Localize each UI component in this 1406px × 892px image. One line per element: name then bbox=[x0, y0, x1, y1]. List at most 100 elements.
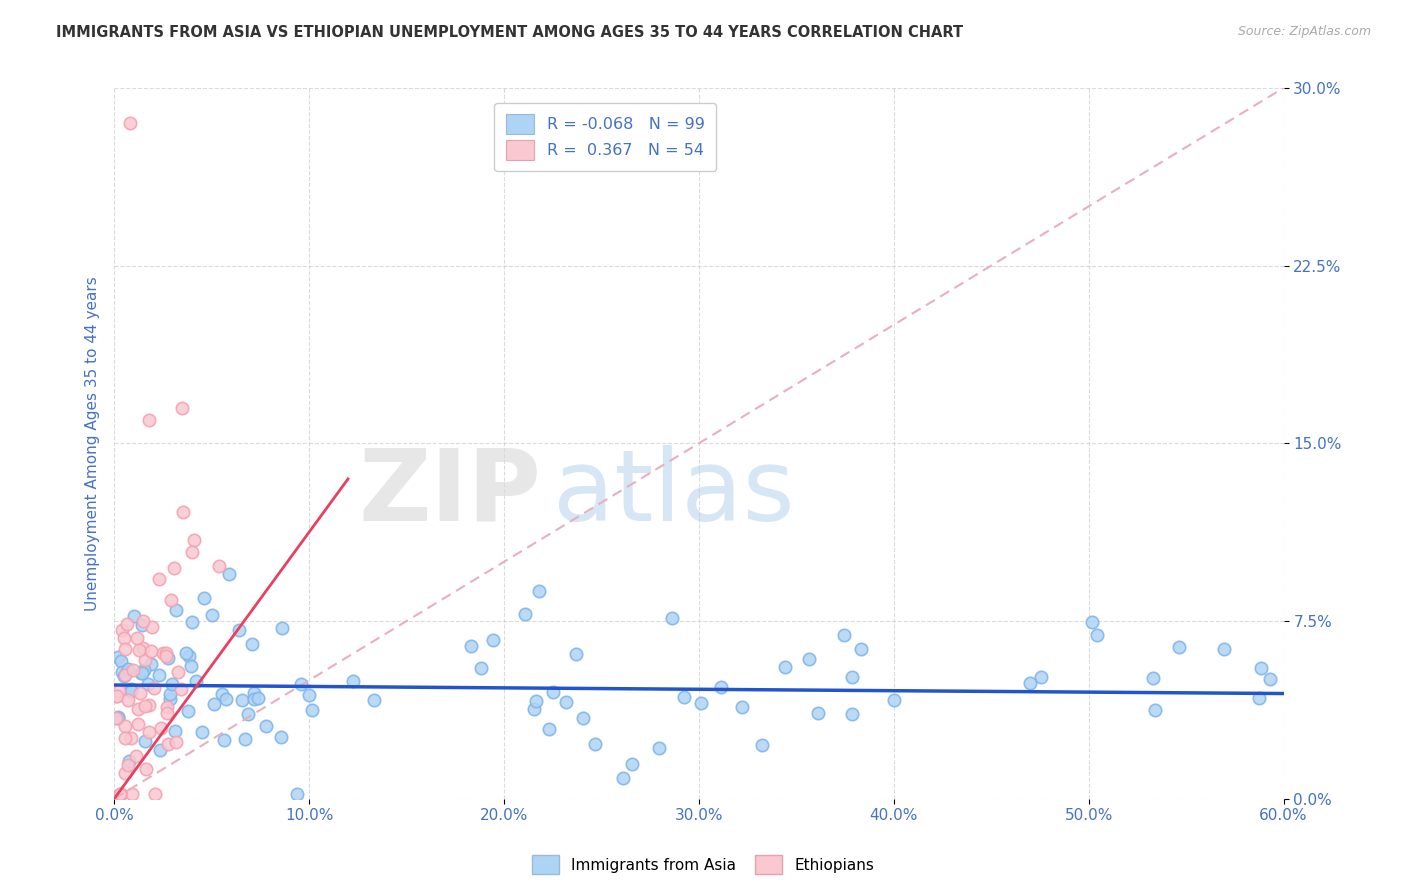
Point bbox=[1258, 673, 1281, 687]
Point bbox=[112, 668, 135, 682]
Point bbox=[773, 660, 796, 674]
Point bbox=[1142, 671, 1164, 685]
Point bbox=[184, 673, 207, 688]
Point bbox=[120, 682, 142, 697]
Point bbox=[111, 623, 134, 637]
Point bbox=[149, 721, 172, 735]
Point bbox=[661, 611, 683, 625]
Point bbox=[162, 561, 184, 575]
Point bbox=[110, 665, 132, 680]
Point bbox=[527, 584, 550, 599]
Point bbox=[155, 699, 177, 714]
Point bbox=[572, 711, 595, 725]
Point bbox=[1029, 670, 1052, 684]
Point bbox=[179, 648, 201, 663]
Point bbox=[190, 725, 212, 739]
Point bbox=[114, 765, 136, 780]
Point bbox=[152, 646, 174, 660]
Point bbox=[254, 719, 277, 733]
Point bbox=[298, 688, 321, 702]
Point bbox=[134, 699, 156, 714]
Point bbox=[236, 706, 259, 721]
Point bbox=[214, 692, 236, 706]
Point bbox=[114, 641, 136, 656]
Point bbox=[526, 694, 548, 708]
Point bbox=[132, 641, 155, 656]
Point bbox=[114, 667, 136, 681]
Point bbox=[138, 724, 160, 739]
Point bbox=[621, 756, 644, 771]
Point bbox=[105, 689, 128, 703]
Point bbox=[193, 591, 215, 606]
Y-axis label: Unemployment Among Ages 35 to 44 years: Unemployment Among Ages 35 to 44 years bbox=[86, 276, 100, 611]
Point bbox=[673, 690, 696, 704]
Point bbox=[165, 724, 187, 739]
Point bbox=[799, 652, 821, 666]
Point bbox=[181, 615, 204, 629]
Point bbox=[165, 735, 187, 749]
Point bbox=[110, 654, 132, 668]
Point bbox=[159, 687, 181, 701]
Legend: R = -0.068   N = 99, R =  0.367   N = 54: R = -0.068 N = 99, R = 0.367 N = 54 bbox=[495, 103, 716, 170]
Point bbox=[128, 686, 150, 700]
Point bbox=[301, 703, 323, 717]
Point bbox=[555, 695, 578, 709]
Point bbox=[565, 647, 588, 661]
Point bbox=[271, 621, 294, 635]
Point bbox=[218, 567, 240, 582]
Point bbox=[181, 545, 204, 559]
Point bbox=[201, 607, 224, 622]
Point bbox=[114, 719, 136, 733]
Point bbox=[155, 649, 177, 664]
Point bbox=[167, 665, 190, 680]
Point bbox=[149, 743, 172, 757]
Point bbox=[107, 649, 129, 664]
Point bbox=[841, 670, 863, 684]
Point bbox=[751, 738, 773, 752]
Point bbox=[342, 673, 364, 688]
Point bbox=[1143, 703, 1166, 717]
Point bbox=[139, 644, 162, 658]
Text: ZIP: ZIP bbox=[359, 444, 541, 541]
Point bbox=[127, 717, 149, 731]
Point bbox=[156, 651, 179, 665]
Point bbox=[107, 683, 129, 698]
Point bbox=[240, 637, 263, 651]
Point bbox=[117, 693, 139, 707]
Point bbox=[107, 711, 129, 725]
Text: IMMIGRANTS FROM ASIA VS ETHIOPIAN UNEMPLOYMENT AMONG AGES 35 TO 44 YEARS CORRELA: IMMIGRANTS FROM ASIA VS ETHIOPIAN UNEMPL… bbox=[56, 25, 963, 40]
Point bbox=[129, 666, 152, 681]
Point bbox=[1250, 661, 1272, 675]
Point bbox=[105, 689, 128, 703]
Point bbox=[648, 740, 671, 755]
Point bbox=[159, 691, 181, 706]
Point bbox=[132, 615, 155, 629]
Point bbox=[208, 559, 231, 574]
Point bbox=[270, 730, 292, 744]
Point bbox=[172, 505, 194, 519]
Point bbox=[138, 698, 160, 713]
Point bbox=[160, 677, 183, 691]
Point bbox=[148, 668, 170, 682]
Point bbox=[228, 623, 250, 637]
Point bbox=[136, 677, 159, 691]
Point bbox=[107, 710, 129, 724]
Point bbox=[883, 692, 905, 706]
Point bbox=[156, 706, 179, 721]
Point bbox=[470, 660, 492, 674]
Point bbox=[515, 607, 537, 622]
Point bbox=[122, 609, 145, 624]
Point bbox=[134, 663, 156, 677]
Point bbox=[481, 632, 503, 647]
Point bbox=[134, 734, 156, 748]
Point bbox=[363, 693, 385, 707]
Point bbox=[112, 631, 135, 645]
Point bbox=[121, 663, 143, 677]
Point bbox=[118, 116, 141, 130]
Point bbox=[105, 711, 128, 725]
Point bbox=[285, 787, 308, 801]
Point bbox=[538, 723, 561, 737]
Point bbox=[127, 702, 149, 716]
Point bbox=[841, 706, 863, 721]
Point bbox=[134, 653, 156, 667]
